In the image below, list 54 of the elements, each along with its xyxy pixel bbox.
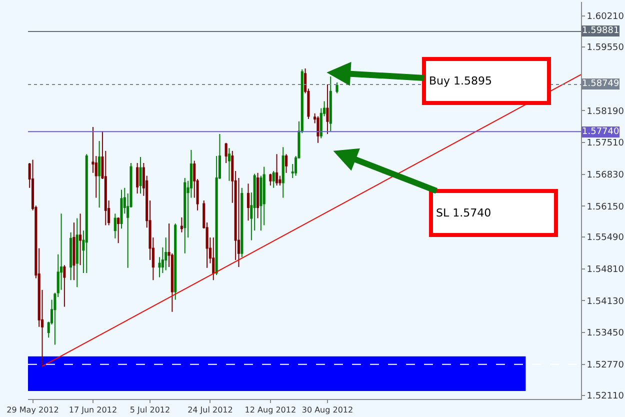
ref-line-label: 1.58749 bbox=[582, 79, 620, 89]
y-tick-label: 1.60210 bbox=[586, 12, 624, 22]
x-tick-label: 30 Aug 2012 bbox=[302, 406, 354, 415]
x-tick-label: 5 Jul 2012 bbox=[130, 406, 170, 415]
candlestick bbox=[326, 84, 329, 135]
candlestick bbox=[336, 82, 338, 94]
candlestick bbox=[76, 218, 78, 288]
y-tick-label: 1.56830 bbox=[586, 170, 624, 180]
x-tick-label: 17 Jun 2012 bbox=[68, 406, 118, 415]
x-tick-label: 12 Aug 2012 bbox=[244, 406, 296, 415]
y-tick-label: 1.58190 bbox=[586, 106, 624, 117]
candlestick bbox=[139, 156, 142, 194]
candlestick bbox=[174, 222, 177, 300]
candlestick bbox=[329, 76, 332, 132]
candlestick bbox=[246, 183, 250, 222]
y-tick-label: 1.55490 bbox=[586, 233, 624, 244]
candlestick bbox=[98, 140, 101, 208]
y-tick-label: 1.54810 bbox=[586, 265, 624, 275]
candlestick bbox=[180, 216, 183, 233]
y-tick-label: 1.57510 bbox=[586, 138, 624, 149]
annotation: SL 1.5740 bbox=[436, 206, 492, 220]
candlestick bbox=[240, 187, 244, 258]
candlestick bbox=[136, 162, 139, 194]
x-tick-label: 29 May 2012 bbox=[6, 406, 59, 415]
candlestick bbox=[272, 170, 275, 188]
candlestick bbox=[269, 173, 272, 186]
candlestick bbox=[285, 154, 288, 174]
candlestick bbox=[282, 146, 284, 198]
candlestick bbox=[184, 178, 186, 254]
candlestick bbox=[256, 172, 260, 219]
candlestick bbox=[70, 232, 72, 281]
candlestick bbox=[224, 142, 228, 164]
y-tick-label: 1.53450 bbox=[586, 328, 624, 339]
ref-line-label: 1.57740 bbox=[582, 127, 620, 137]
candlestick bbox=[316, 116, 320, 144]
candlestick bbox=[114, 213, 116, 239]
x-tick-label: 24 Jul 2012 bbox=[188, 406, 233, 415]
candlestick bbox=[85, 154, 88, 274]
ref-line-label: 1.59881 bbox=[582, 26, 620, 36]
annotation: Buy 1.5895 bbox=[429, 74, 492, 88]
candlestick bbox=[212, 236, 215, 281]
candlestick bbox=[164, 236, 168, 271]
candlestick bbox=[120, 189, 123, 230]
candlestick bbox=[79, 213, 82, 266]
y-tick-label: 1.59550 bbox=[586, 43, 624, 54]
y-tick-label: 1.52770 bbox=[586, 360, 624, 371]
candlestick bbox=[275, 154, 278, 186]
y-tick-label: 1.52110 bbox=[586, 391, 624, 402]
candlestick bbox=[63, 264, 66, 308]
candlestick bbox=[72, 222, 76, 281]
candlestick bbox=[117, 216, 120, 244]
y-tick-label: 1.56150 bbox=[586, 202, 624, 212]
y-tick-label: 1.54130 bbox=[586, 296, 624, 307]
candlestick bbox=[228, 148, 231, 182]
